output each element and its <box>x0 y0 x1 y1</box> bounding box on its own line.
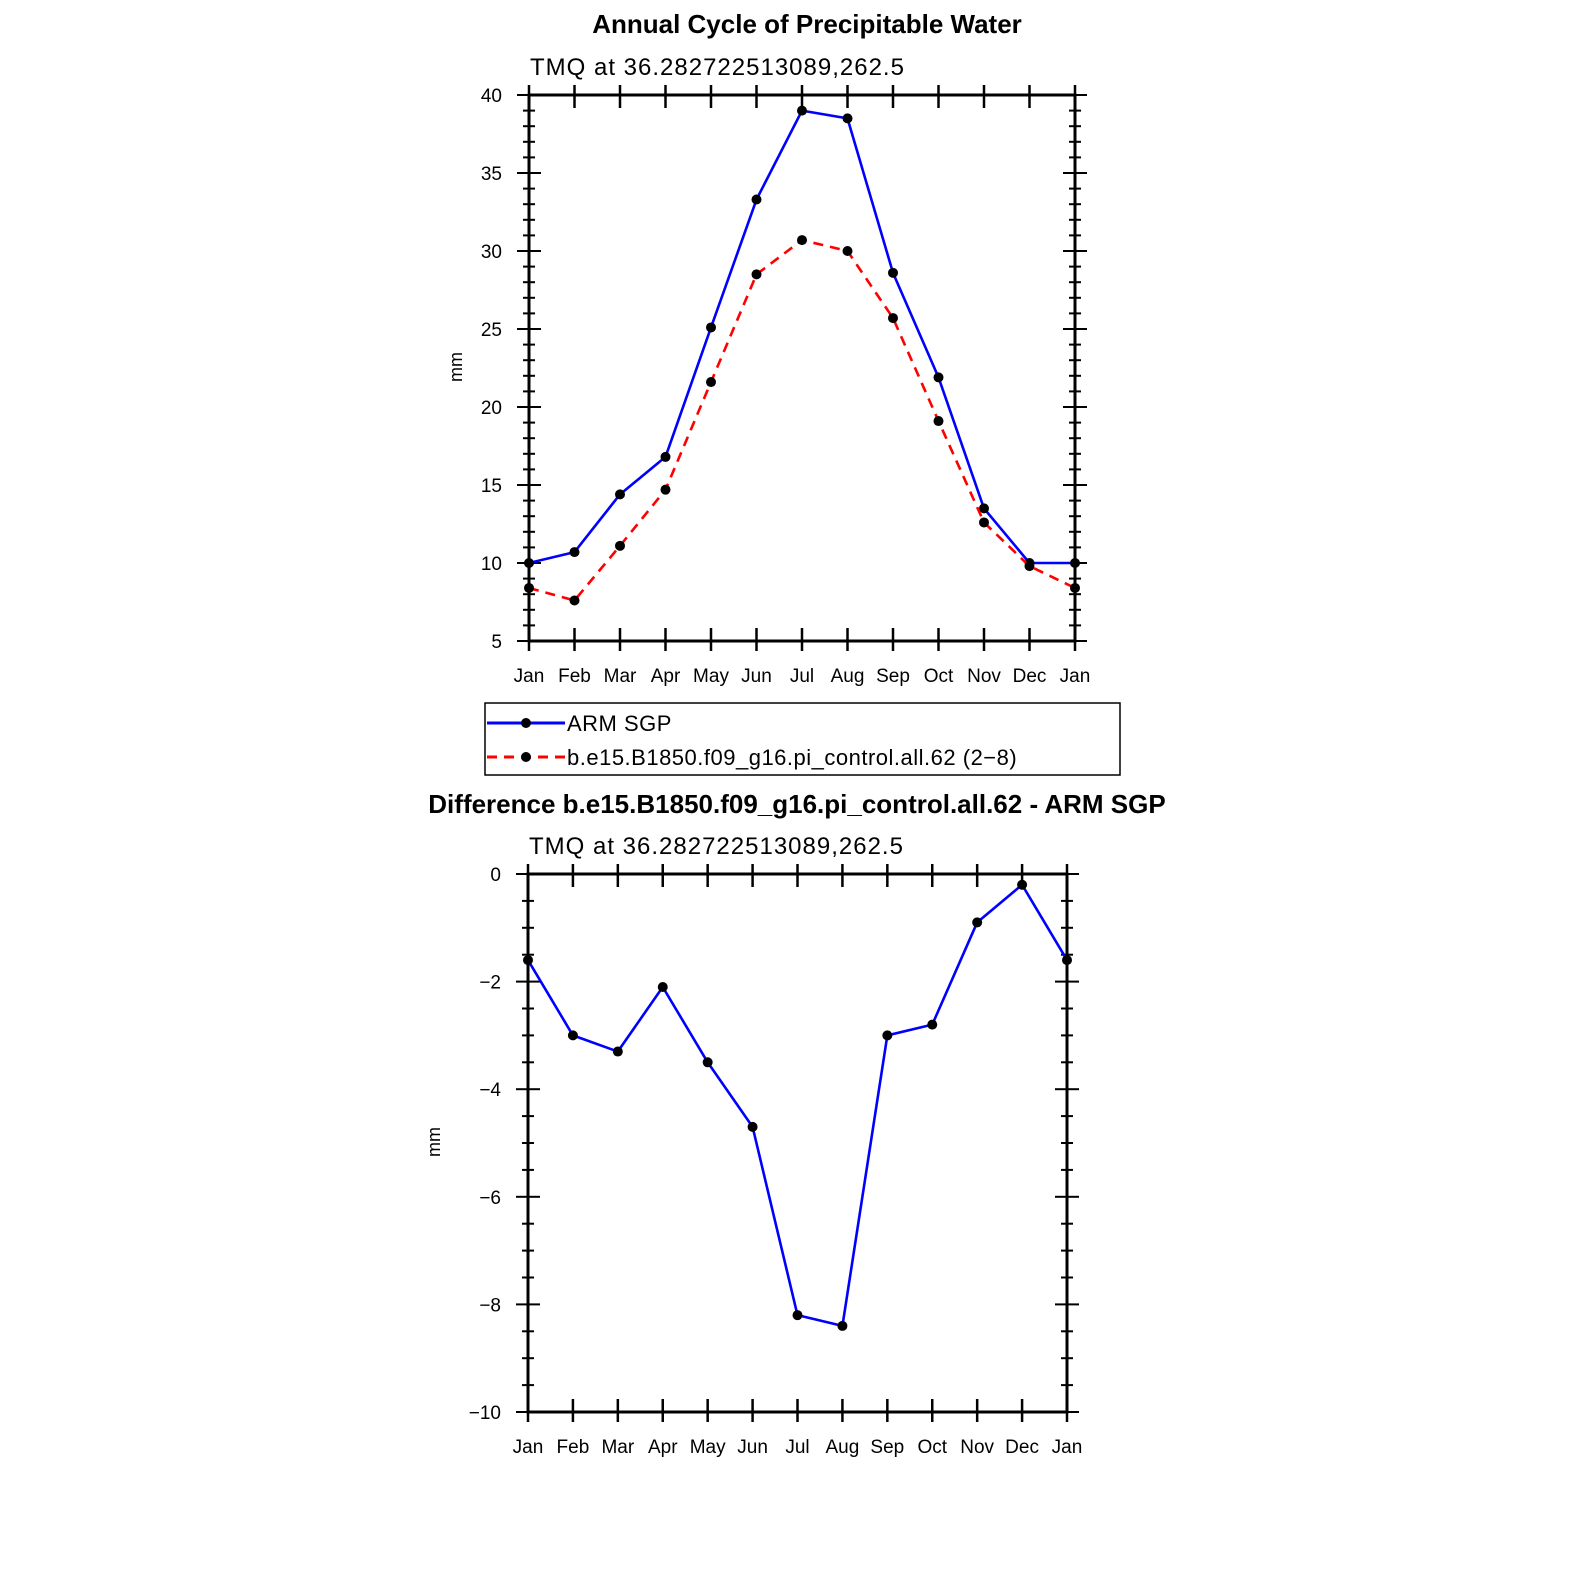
y-tick-label: 0 <box>490 865 501 886</box>
data-point <box>888 267 898 278</box>
x-tick-label: Mar <box>604 666 637 687</box>
data-point <box>702 1057 713 1068</box>
y-axis-label: mm <box>424 1127 444 1157</box>
x-tick-label: Jan <box>514 666 545 687</box>
y-tick-label: 25 <box>481 320 502 341</box>
x-tick-label: Aug <box>831 666 865 687</box>
data-point <box>706 322 716 333</box>
data-point <box>933 372 944 383</box>
legend-item-model: b.e15.B1850.f09_g16.pi_control.all.62 (2… <box>487 745 1017 770</box>
tick-labels: Jan Feb Mar Apr May Jun Jul Aug Sep Oct Nov Dec Jan−… <box>469 865 1083 1458</box>
chart-title: Annual Cycle of Precipitable Water <box>592 9 1022 39</box>
data-point <box>933 416 944 427</box>
x-tick-label: May <box>693 666 729 687</box>
legend-item-arm-sgp: ARM SGP <box>487 711 672 736</box>
legend-label: b.e15.B1850.f09_g16.pi_control.all.62 (2… <box>567 745 1017 770</box>
legend: ARM SGP b.e15.B1850.f09_g16.pi_control.a… <box>484 702 1121 776</box>
legend-swatch-marker <box>521 718 531 728</box>
series-group <box>523 879 1072 1331</box>
data-point <box>569 595 580 606</box>
x-tick-label: Feb <box>558 666 591 687</box>
data-point <box>797 235 807 246</box>
data-point <box>979 503 989 514</box>
x-tick-label: Oct <box>924 666 954 687</box>
x-tick-label: Apr <box>648 1437 678 1458</box>
x-tick-label: Jan <box>513 1437 544 1458</box>
data-point <box>569 547 580 558</box>
y-tick-label: 20 <box>481 398 502 419</box>
data-point <box>567 1030 578 1041</box>
y-tick-label: −8 <box>479 1295 501 1316</box>
data-point <box>615 540 625 551</box>
y-tick-label: −10 <box>469 1403 501 1424</box>
data-point <box>751 269 762 280</box>
data-point <box>657 981 668 992</box>
data-point <box>842 246 853 256</box>
x-tick-label: Jan <box>1052 1437 1083 1458</box>
data-point <box>797 105 807 116</box>
x-tick-label: Dec <box>1013 666 1047 687</box>
x-tick-label: Dec <box>1005 1437 1039 1458</box>
x-tick-label: Jan <box>1060 666 1091 687</box>
x-tick-label: Nov <box>960 1437 994 1458</box>
series-group <box>524 105 1080 606</box>
data-point <box>842 113 853 124</box>
data-point <box>837 1320 848 1331</box>
data-point <box>972 917 983 928</box>
y-axis-label: mm <box>446 352 466 382</box>
chart-subtitle: TMQ at 36.282722513089,262.5 <box>530 54 905 81</box>
chart-title: Difference b.e15.B1850.f09_g16.pi_contro… <box>428 789 1165 819</box>
y-tick-label: −4 <box>479 1080 501 1101</box>
x-tick-label: Jul <box>785 1437 809 1458</box>
x-tick-label: Jun <box>737 1437 768 1458</box>
y-tick-label: 40 <box>481 86 502 107</box>
x-tick-label: Mar <box>601 1437 634 1458</box>
x-tick-label: Nov <box>967 666 1001 687</box>
x-tick-label: May <box>690 1437 726 1458</box>
data-point <box>747 1121 758 1132</box>
tick-labels: Jan Feb Mar Apr May Jun Jul Aug Sep Oct Nov Dec Jan 5… <box>481 86 1090 687</box>
y-tick-label: 15 <box>481 476 502 497</box>
x-tick-label: Aug <box>826 1437 860 1458</box>
x-tick-label: Sep <box>870 1437 904 1458</box>
data-point <box>615 489 625 500</box>
x-tick-label: Apr <box>651 666 681 687</box>
plot-frame <box>527 93 1077 643</box>
data-point <box>1024 561 1035 572</box>
legend-box <box>484 702 1121 776</box>
x-tick-label: Oct <box>917 1437 947 1458</box>
data-point <box>888 313 898 324</box>
data-point <box>1017 879 1028 890</box>
x-tick-label: Sep <box>876 666 910 687</box>
x-tick-label: Jul <box>790 666 814 687</box>
data-point <box>706 377 716 388</box>
chart-subtitle: TMQ at 36.282722513089,262.5 <box>529 833 904 860</box>
x-tick-label: Jun <box>741 666 772 687</box>
annual-cycle-panel: Annual Cycle of Precipitable Water TMQ a… <box>446 9 1090 687</box>
y-tick-label: −6 <box>479 1188 501 1209</box>
data-point <box>882 1030 893 1041</box>
data-point <box>792 1310 803 1321</box>
y-tick-label: −2 <box>479 973 501 994</box>
legend-label: ARM SGP <box>567 711 672 736</box>
y-tick-label: 35 <box>481 164 502 185</box>
data-point <box>660 451 671 462</box>
y-tick-label: 10 <box>481 554 502 575</box>
data-point <box>927 1019 938 1030</box>
data-point <box>612 1046 623 1057</box>
x-tick-label: Feb <box>557 1437 590 1458</box>
y-tick-label: 5 <box>491 632 502 653</box>
legend-swatch-marker <box>521 752 531 762</box>
data-point <box>979 517 989 528</box>
data-point <box>660 484 671 495</box>
difference-panel: Difference b.e15.B1850.f09_g16.pi_contro… <box>424 789 1166 1458</box>
data-point <box>751 194 762 205</box>
y-tick-label: 30 <box>481 242 502 263</box>
plot-frame <box>526 872 1069 1414</box>
